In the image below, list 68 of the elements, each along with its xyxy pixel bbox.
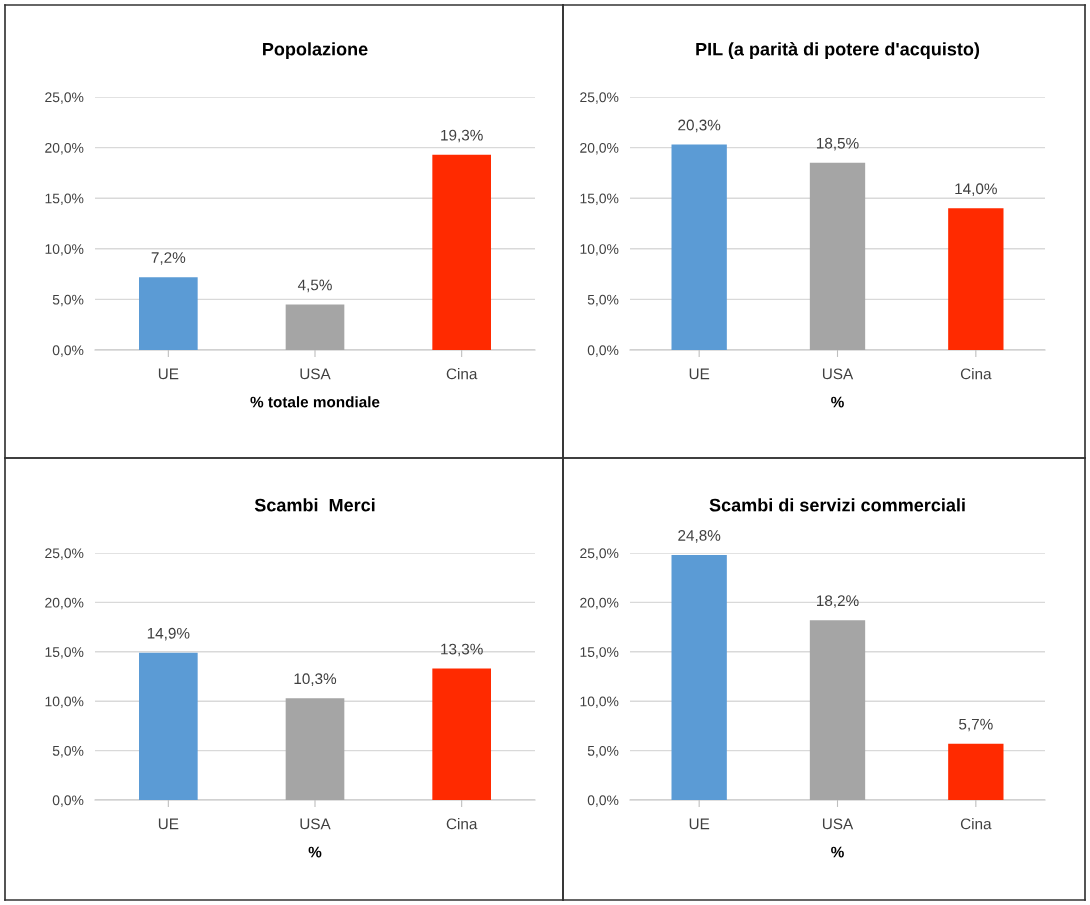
x-tick-label: Cina	[446, 368, 478, 380]
bar	[139, 277, 198, 350]
y-tick-label: 15,0%	[580, 647, 619, 659]
bar	[809, 162, 866, 350]
data-label: 10,3%	[294, 673, 337, 686]
x-tick-label: USA	[300, 818, 331, 830]
chart-title: Scambi di servizi commerciali	[709, 498, 965, 512]
data-label: 18,2%	[817, 595, 859, 608]
x-tick-label: UE	[689, 368, 710, 380]
y-tick-label: 20,0%	[580, 597, 619, 610]
data-label: 4,5%	[297, 279, 332, 293]
x-tick-label: Cina	[960, 818, 992, 830]
data-label: 5,7%	[959, 718, 993, 732]
data-label: 14,0%	[955, 183, 997, 196]
data-label: 20,3%	[678, 119, 721, 133]
x-tick-label: UE	[158, 368, 179, 380]
y-tick-label: 0,0%	[52, 795, 84, 807]
y-tick-label: 0,0%	[587, 795, 619, 807]
data-label: 18,5%	[817, 137, 859, 151]
y-tick-label: 5,0%	[587, 745, 619, 758]
y-tick-label: 10,0%	[45, 696, 84, 709]
x-axis-title: %	[831, 396, 844, 408]
x-tick-label: UE	[689, 818, 710, 830]
y-tick-label: 25,0%	[580, 92, 619, 104]
chart-title: Scambi Merci	[254, 498, 375, 512]
x-tick-label: Cina	[446, 818, 478, 830]
x-axis-title: %	[308, 846, 322, 858]
bar	[432, 154, 491, 350]
bar	[671, 144, 727, 350]
y-tick-label: 5,0%	[52, 745, 84, 758]
bar	[139, 652, 198, 800]
x-tick-label: USA	[822, 818, 854, 830]
y-tick-label: 0,0%	[52, 345, 84, 357]
y-tick-label: 20,0%	[45, 142, 84, 155]
bar	[948, 208, 1004, 350]
data-label: 19,3%	[441, 129, 483, 143]
bar	[432, 668, 491, 800]
y-tick-label: 15,0%	[45, 647, 84, 659]
y-tick-label: 5,0%	[52, 294, 84, 307]
chart-title: Popolazione	[263, 42, 368, 60]
y-tick-label: 25,0%	[45, 92, 84, 104]
y-tick-label: 10,0%	[580, 244, 619, 256]
data-label: 7,2%	[151, 252, 186, 265]
y-tick-label: 0,0%	[587, 345, 619, 357]
bar	[948, 743, 1004, 800]
x-tick-label: UE	[158, 818, 179, 830]
bar	[809, 620, 866, 800]
x-axis-title: % totale mondiale	[250, 396, 380, 408]
y-tick-label: 10,0%	[580, 696, 619, 709]
y-tick-label: 25,0%	[580, 548, 619, 560]
data-label: 24,8%	[678, 530, 721, 543]
x-tick-label: Cina	[960, 368, 992, 380]
y-tick-label: 5,0%	[587, 294, 619, 307]
y-tick-label: 20,0%	[45, 597, 84, 610]
bar	[285, 304, 345, 350]
bar	[671, 554, 727, 800]
bar	[285, 698, 345, 800]
chart-title: PIL (a parità di potere d'acquisto)	[696, 42, 980, 60]
data-label: 13,3%	[441, 643, 483, 657]
y-tick-label: 20,0%	[580, 142, 619, 155]
x-tick-label: USA	[822, 368, 854, 380]
y-tick-label: 25,0%	[45, 548, 84, 560]
y-tick-label: 15,0%	[45, 193, 84, 206]
y-tick-label: 10,0%	[45, 244, 84, 256]
x-tick-label: USA	[300, 368, 331, 380]
x-axis-title: %	[831, 846, 844, 858]
data-label: 14,9%	[147, 627, 190, 641]
y-tick-label: 15,0%	[580, 193, 619, 206]
